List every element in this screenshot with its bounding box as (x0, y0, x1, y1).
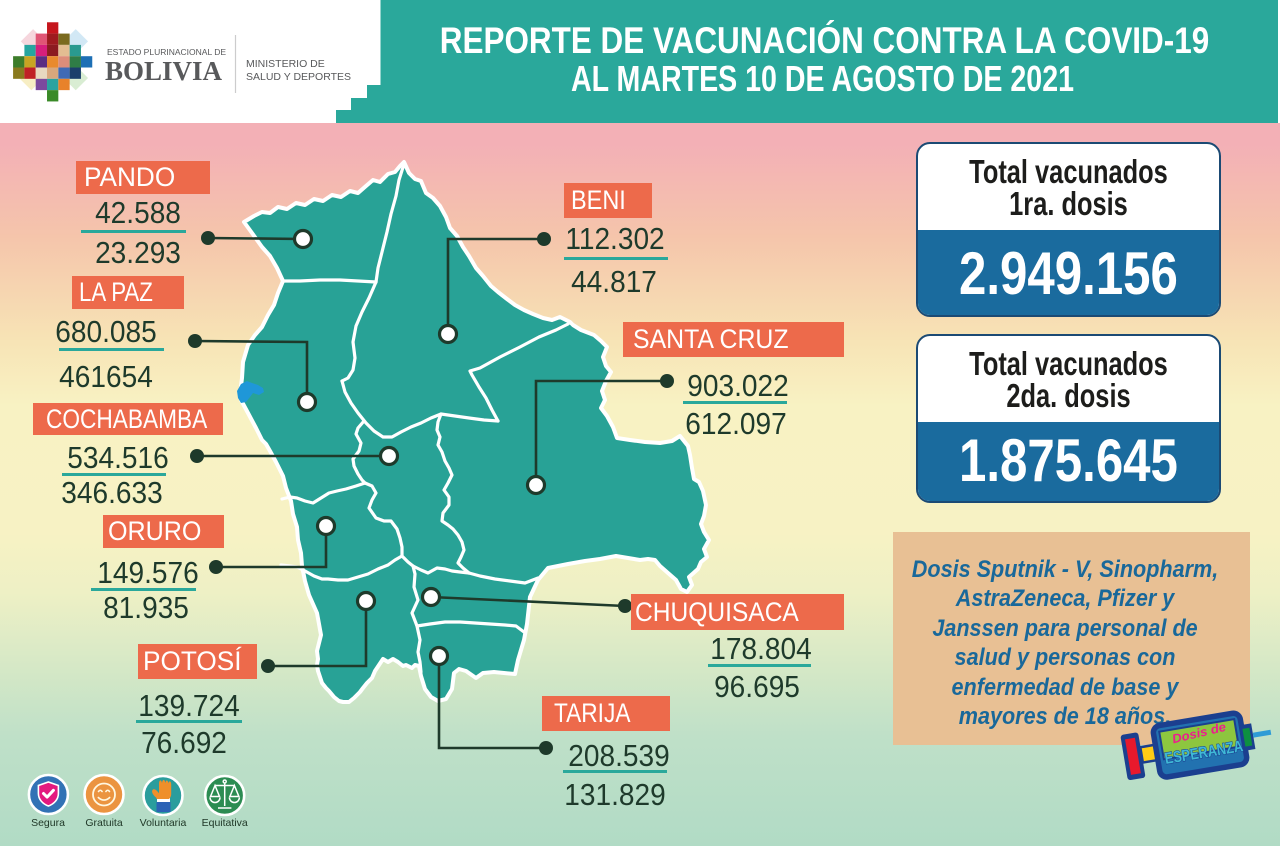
svg-text:MINISTERIO DE: MINISTERIO DE (246, 58, 325, 70)
svg-text:Gratuita: Gratuita (85, 817, 123, 829)
svg-text:Segura: Segura (31, 817, 65, 829)
svg-text:ESTADO PLURINACIONAL DE: ESTADO PLURINACIONAL DE (107, 47, 226, 57)
svg-text:Equitativa: Equitativa (202, 817, 248, 829)
svg-text:Voluntaria: Voluntaria (140, 817, 187, 829)
svg-text:BOLIVIA: BOLIVIA (105, 56, 223, 86)
svg-text:SALUD Y DEPORTES: SALUD Y DEPORTES (246, 71, 351, 83)
